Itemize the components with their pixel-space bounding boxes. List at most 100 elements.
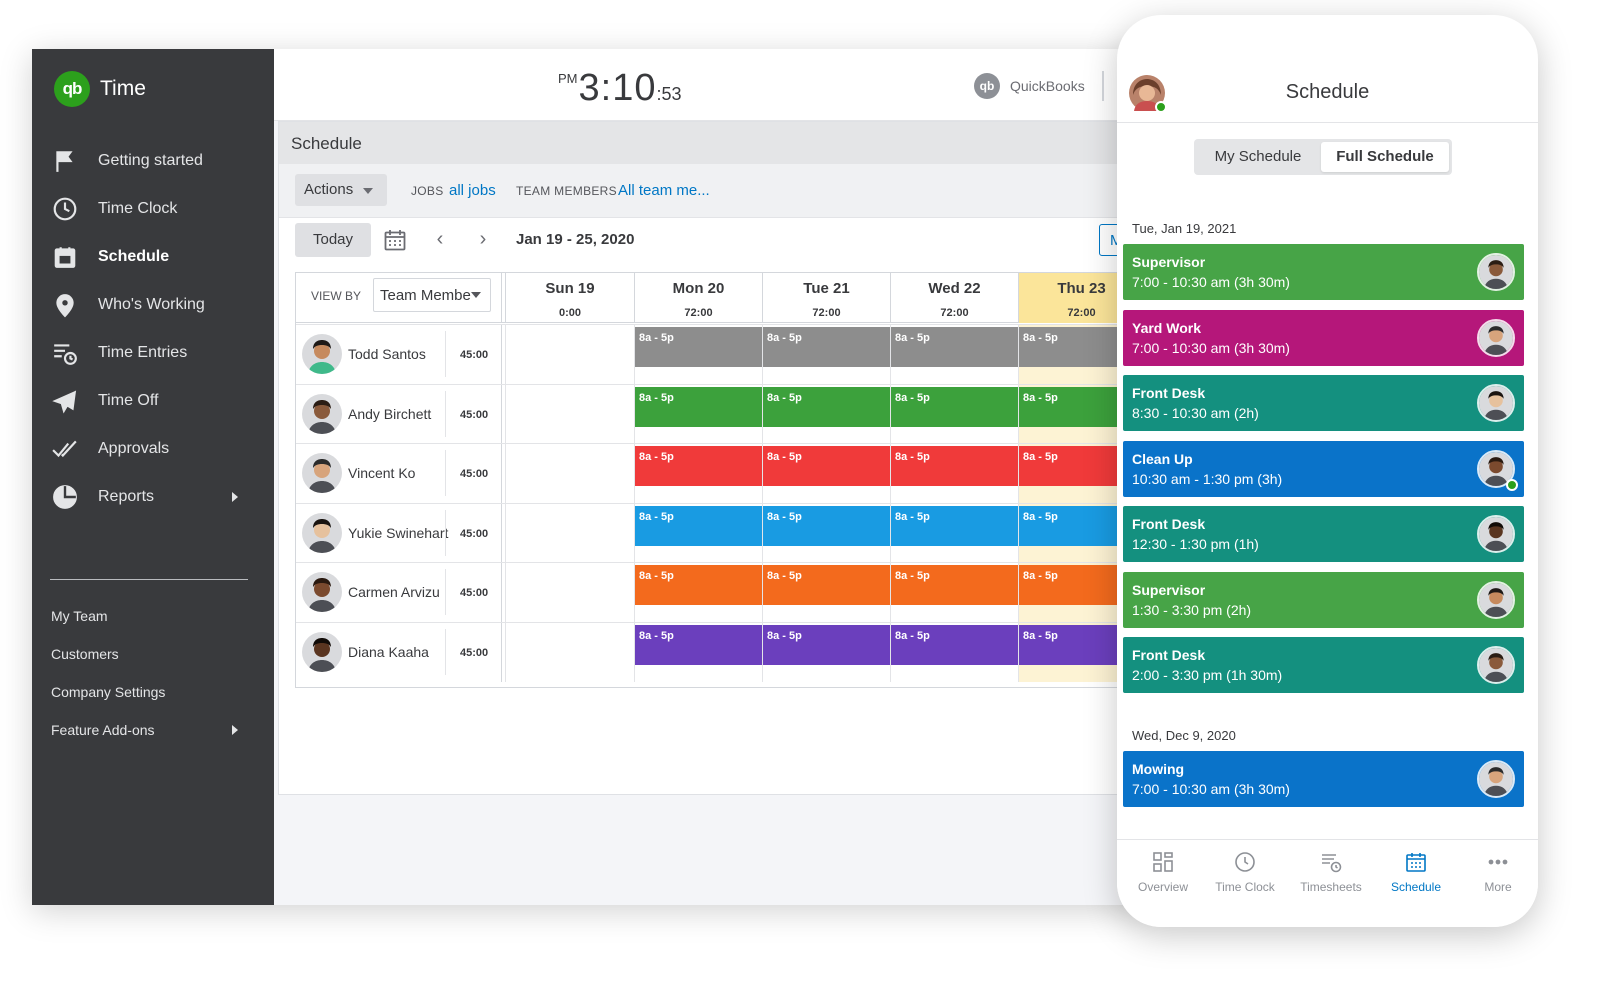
sidebar-item-company-settings[interactable]: Company Settings <box>32 673 274 711</box>
day-cell[interactable]: 8a - 5p <box>634 384 762 444</box>
shift-block[interactable]: 8a - 5p <box>763 446 890 486</box>
day-header-0[interactable]: Sun 19 0:00 <box>505 273 634 323</box>
day-cell[interactable]: 8a - 5p <box>634 563 762 622</box>
shift-block[interactable]: 8a - 5p <box>635 505 762 546</box>
day-cell[interactable]: 8a - 5p <box>762 444 890 503</box>
employee-cell[interactable]: Diana Kaaha 45:00 <box>296 622 502 682</box>
day-cell[interactable]: 8a - 5p <box>762 563 890 622</box>
full-schedule-tab[interactable]: Full Schedule <box>1321 142 1449 172</box>
view-by-select[interactable]: Team Membe <box>373 278 491 312</box>
shift-time: 7:00 - 10:30 am (3h 30m) <box>1132 339 1290 356</box>
date-heading: Tue, Jan 19, 2021 <box>1132 221 1237 236</box>
tab-time-clock[interactable]: Time Clock <box>1203 850 1287 894</box>
next-week-button[interactable]: › <box>479 228 487 250</box>
shift-block[interactable]: 8a - 5p <box>763 505 890 546</box>
my-schedule-tab[interactable]: My Schedule <box>1214 148 1302 165</box>
day-cell[interactable]: 8a - 5p <box>890 325 1018 384</box>
shift-block[interactable]: 8a - 5p <box>891 446 1018 486</box>
day-cell[interactable]: 8a - 5p <box>762 325 890 384</box>
day-header-1[interactable]: Mon 20 72:00 <box>634 273 762 323</box>
day-cell[interactable] <box>505 503 634 563</box>
day-cell[interactable]: 8a - 5p <box>634 325 762 384</box>
day-cell[interactable]: 8a - 5p <box>890 563 1018 622</box>
sidebar-item-approvals[interactable]: Approvals <box>32 425 274 473</box>
day-cell[interactable] <box>505 384 634 444</box>
employee-cell[interactable]: Andy Birchett 45:00 <box>296 384 502 444</box>
sidebar-item-customers[interactable]: Customers <box>32 635 274 673</box>
shift-block[interactable]: 8a - 5p <box>763 327 890 367</box>
previous-week-button[interactable]: ‹ <box>436 228 444 250</box>
day-cell[interactable]: 8a - 5p <box>890 622 1018 682</box>
day-cell[interactable] <box>505 444 634 503</box>
sidebar-item-my-team[interactable]: My Team <box>32 597 274 635</box>
sidebar-item-getting-started[interactable]: Getting started <box>32 137 274 185</box>
day-cell[interactable]: 8a - 5p <box>634 503 762 563</box>
day-header-2[interactable]: Tue 21 72:00 <box>762 273 890 323</box>
day-cell[interactable]: 8a - 5p <box>762 503 890 563</box>
table-row: Vincent Ko 45:00 8a - 5p 8a - 5p 8a - 5p 8a -… <box>296 443 1142 503</box>
shift-block[interactable]: 8a - 5p <box>635 386 762 427</box>
day-cell[interactable] <box>505 325 634 384</box>
shift-card[interactable]: Front Desk 8:30 - 10:30 am (2h) <box>1123 375 1524 431</box>
sidebar-item-time-off[interactable]: Time Off <box>32 377 274 425</box>
sidebar-item-schedule[interactable]: Schedule <box>32 233 274 281</box>
employee-cell[interactable]: Carmen Arvizu 45:00 <box>296 563 502 622</box>
sidebar-item-time-clock[interactable]: Time Clock <box>32 185 274 233</box>
tab-schedule[interactable]: Schedule <box>1374 850 1458 894</box>
shift-block[interactable]: 8a - 5p <box>635 565 762 605</box>
schedule-grid: VIEW BY Team Membe Sun 19 0:00 Mon 20 72:00… <box>295 272 1142 688</box>
employee-cell[interactable]: Vincent Ko 45:00 <box>296 444 502 503</box>
tab-more[interactable]: More <box>1456 850 1538 894</box>
day-cell[interactable]: 8a - 5p <box>890 503 1018 563</box>
shift-block[interactable]: 8a - 5p <box>763 386 890 427</box>
sidebar-item-feature-add-ons[interactable]: Feature Add-ons <box>32 711 274 749</box>
day-cell[interactable]: 8a - 5p <box>890 444 1018 503</box>
day-cell[interactable] <box>505 563 634 622</box>
team-filter-link[interactable]: All team me... <box>618 182 710 199</box>
brand[interactable]: qb Time <box>54 71 146 107</box>
quickbooks-label: QuickBooks <box>1010 78 1085 94</box>
day-cell[interactable]: 8a - 5p <box>762 384 890 444</box>
shift-card[interactable]: Front Desk 12:30 - 1:30 pm (1h) <box>1123 506 1524 562</box>
day-cell[interactable]: 8a - 5p <box>762 622 890 682</box>
shift-card[interactable]: Front Desk 2:00 - 3:30 pm (1h 30m) <box>1123 637 1524 693</box>
shift-card[interactable]: Supervisor 1:30 - 3:30 pm (2h) <box>1123 571 1524 628</box>
shift-block[interactable]: 8a - 5p <box>891 565 1018 605</box>
calendar-picker-icon[interactable] <box>383 228 407 252</box>
shift-block[interactable]: 8a - 5p <box>763 565 890 605</box>
today-button[interactable]: Today <box>295 223 371 257</box>
shift-block[interactable]: 8a - 5p <box>635 327 762 367</box>
shift-card[interactable]: Supervisor 7:00 - 10:30 am (3h 30m) <box>1123 244 1524 300</box>
shift-block[interactable]: 8a - 5p <box>891 386 1018 427</box>
sidebar-item-reports[interactable]: Reports <box>32 473 274 521</box>
shift-card[interactable]: Yard Work 7:00 - 10:30 am (3h 30m) <box>1123 309 1524 366</box>
employee-cell[interactable]: Todd Santos 45:00 <box>296 325 502 384</box>
grid-icon <box>1153 852 1173 872</box>
employee-avatar <box>302 453 342 493</box>
day-header-3[interactable]: Wed 22 72:00 <box>890 273 1018 323</box>
day-cell[interactable]: 8a - 5p <box>634 444 762 503</box>
shift-time: 10:30 am - 1:30 pm (3h) <box>1132 470 1283 487</box>
sidebar-item-whos-working[interactable]: Who's Working <box>32 281 274 329</box>
quickbooks-brand[interactable]: qb QuickBooks <box>974 73 1085 99</box>
employee-cell[interactable]: Yukie Swinehart 45:00 <box>296 503 502 563</box>
day-cell[interactable]: 8a - 5p <box>634 622 762 682</box>
shift-block[interactable]: 8a - 5p <box>635 624 762 665</box>
jobs-filter-link[interactable]: all jobs <box>449 182 496 199</box>
sidebar-item-label: Time Off <box>98 392 159 409</box>
shift-block[interactable]: 8a - 5p <box>635 446 762 486</box>
actions-dropdown[interactable]: Actions <box>295 174 387 206</box>
user-avatar[interactable] <box>1129 75 1167 113</box>
day-cell[interactable] <box>505 622 634 682</box>
shift-card[interactable]: Clean Up 10:30 am - 1:30 pm (3h) <box>1123 440 1524 497</box>
shift-card[interactable]: Mowing 7:00 - 10:30 am (3h 30m) <box>1123 750 1524 807</box>
shift-block[interactable]: 8a - 5p <box>891 505 1018 546</box>
shift-block[interactable]: 8a - 5p <box>891 624 1018 665</box>
shift-block[interactable]: 8a - 5p <box>763 624 890 665</box>
shift-block[interactable]: 8a - 5p <box>891 327 1018 367</box>
tab-timesheets[interactable]: Timesheets <box>1289 850 1373 894</box>
sidebar-item-time-entries[interactable]: Time Entries <box>32 329 274 377</box>
day-cell[interactable]: 8a - 5p <box>890 384 1018 444</box>
tab-overview[interactable]: Overview <box>1121 850 1205 894</box>
table-row: Andy Birchett 45:00 8a - 5p 8a - 5p 8a - 5p 8… <box>296 383 1142 444</box>
